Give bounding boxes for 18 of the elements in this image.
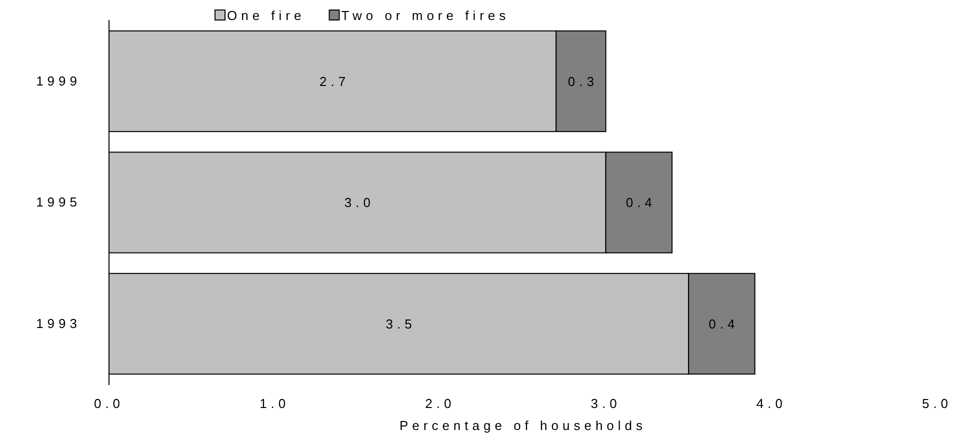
x-tick-label: 5.0 [922, 396, 952, 412]
x-tick-label: 0.0 [94, 396, 124, 412]
data-label: 0.4 [626, 195, 656, 210]
y-tick-label: 1995 [36, 194, 81, 210]
data-label: 2.7 [320, 74, 350, 89]
data-label: 3.5 [386, 316, 416, 332]
data-label: 0.3 [568, 74, 598, 89]
x-axis-title: Percentage of households [399, 418, 647, 433]
x-tick-label: 3.0 [590, 396, 621, 412]
x-tick-label: 1.0 [260, 396, 290, 412]
legend-label: One fire [227, 8, 306, 23]
y-tick-label: 1999 [36, 73, 81, 88]
legend-label: Two or more fires [341, 8, 510, 23]
data-label: 3.0 [344, 195, 374, 210]
data-label: 0.4 [708, 316, 739, 332]
x-tick-label: 4.0 [756, 396, 786, 412]
x-tick-label: 2.0 [425, 396, 456, 412]
y-tick-label: 1993 [36, 316, 81, 331]
